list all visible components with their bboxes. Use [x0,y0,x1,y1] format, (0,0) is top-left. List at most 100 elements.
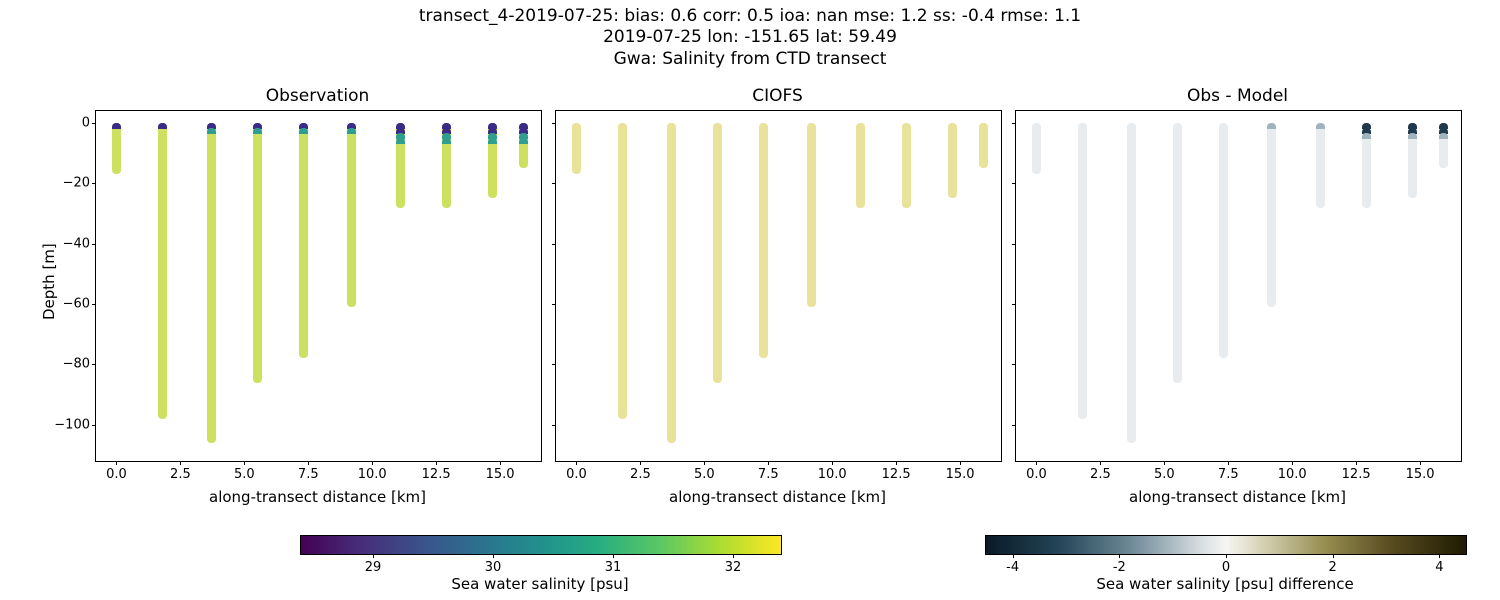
ytickmark [552,183,556,184]
xtick-label: 0.0 [566,461,587,482]
panel-title-diff: Obs - Model [1015,86,1460,106]
panel-title-obs: Observation [95,86,540,106]
profile-mod [759,123,768,358]
xtick-label: 12.5 [882,461,911,482]
xtick-label: 15.0 [486,461,515,482]
profile-cap-obs [442,138,451,144]
profile-obs [207,123,216,443]
cbar-tick-label: 32 [725,554,742,575]
cbar-tick-label: 31 [605,554,622,575]
cbar-tick-label: 30 [485,554,502,575]
profile-mod [667,123,676,443]
axes-mod: 0.02.55.07.510.012.515.0 [555,110,1002,462]
cbar-tick-label: 2 [1329,554,1337,575]
ytickmark [1012,183,1016,184]
ytick-label: −40 [63,236,96,251]
profile-cap-diff [1439,133,1448,139]
colorbar-label-diff: Sea water salinity [psu] difference [985,575,1465,593]
profile-diff [1316,123,1325,207]
suptitle-line-2: 2019-07-25 lon: -151.65 lat: 59.49 [0,27,1500,48]
profile-cap-obs [207,128,216,134]
xtick-label: 7.5 [1218,461,1239,482]
profile-cap-obs [396,138,405,144]
ytickmark [552,123,556,124]
profile-cap-diff [1362,133,1371,139]
profile-diff [1173,123,1182,382]
ytickmark [1012,304,1016,305]
suptitle-line-1: transect_4-2019-07-25: bias: 0.6 corr: 0… [0,6,1500,27]
ytickmark [552,425,556,426]
profile-mod [618,123,627,419]
profile-diff [1078,123,1087,419]
profile-obs [253,123,262,382]
xtick-label: 12.5 [1342,461,1371,482]
profile-mod [807,123,816,307]
profile-cap-diff [1408,133,1417,139]
profile-cap-obs [347,128,356,134]
panel-title-mod: CIOFS [555,86,1000,106]
ytickmark [1012,244,1016,245]
ytick-label: −100 [54,417,96,432]
xtick-label: 12.5 [422,461,451,482]
ytick-label: −20 [63,176,96,191]
ytickmark [1012,364,1016,365]
profile-mod [979,123,988,168]
ytickmark [552,364,556,365]
xtick-label: 10.0 [1278,461,1307,482]
profile-obs [299,123,308,358]
profile-cap-obs [519,138,528,144]
xtick-label: 10.0 [818,461,847,482]
axes-obs: 0−20−40−60−80−1000.02.55.07.510.012.515.… [95,110,542,462]
cbar-tick-label: -4 [1006,554,1019,575]
profile-cap-obs [299,128,308,134]
profile-diff [1127,123,1136,443]
xtick-label: 15.0 [946,461,975,482]
profile-mod [856,123,865,207]
xlabel-obs: along-transect distance [km] [95,488,540,506]
ytickmark [1012,425,1016,426]
axes-diff: 0.02.55.07.510.012.515.0 [1015,110,1462,462]
ylabel: Depth [m] [40,243,58,320]
cbar-tick-label: 0 [1222,554,1230,575]
xtick-label: 0.0 [106,461,127,482]
cbar-tick-label: 29 [365,554,382,575]
xtick-label: 10.0 [358,461,387,482]
cbar-tick-label: -2 [1113,554,1126,575]
profile-mod [572,123,581,174]
xtick-label: 7.5 [758,461,779,482]
xtick-label: 5.0 [1154,461,1175,482]
profile-cap-obs [158,123,167,129]
cbar-tick-label: 4 [1435,554,1443,575]
colorbar-label-salinity: Sea water salinity [psu] [300,575,780,593]
ytickmark [1012,123,1016,124]
xtick-label: 2.5 [630,461,651,482]
ytickmark [552,244,556,245]
colorbar-diff: -4-2024 [985,535,1467,555]
profile-cap-obs [112,123,121,129]
profile-mod [948,123,957,198]
suptitle-line-3: Gwa: Salinity from CTD transect [0,49,1500,70]
ytick-label: −60 [63,297,96,312]
profile-diff [1219,123,1228,358]
xtick-label: 2.5 [170,461,191,482]
profile-cap-obs [488,138,497,144]
ytickmark [552,304,556,305]
xtick-label: 5.0 [694,461,715,482]
profile-obs [112,123,121,174]
profile-mod [713,123,722,382]
profile-cap-diff [1267,123,1276,129]
xtick-label: 15.0 [1406,461,1435,482]
profile-diff [1032,123,1041,174]
colorbar-salinity: 29303132 [300,535,782,555]
profile-mod [902,123,911,207]
profile-diff [1267,123,1276,307]
ytick-label: 0 [82,116,96,131]
ytick-label: −80 [63,357,96,372]
profile-obs [347,123,356,307]
figure-suptitle: transect_4-2019-07-25: bias: 0.6 corr: 0… [0,6,1500,70]
profile-obs [158,123,167,419]
xtick-label: 2.5 [1090,461,1111,482]
profile-cap-obs [253,128,262,134]
xlabel-diff: along-transect distance [km] [1015,488,1460,506]
xtick-label: 5.0 [234,461,255,482]
